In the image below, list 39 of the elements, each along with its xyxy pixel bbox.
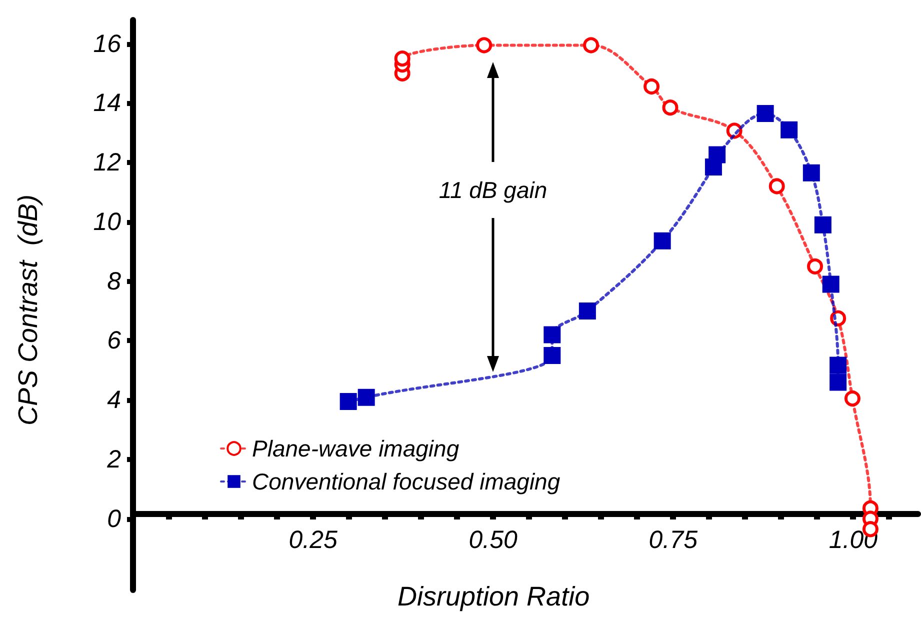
x-tick-label: 0.50	[468, 526, 518, 554]
point	[822, 276, 840, 293]
point	[768, 178, 785, 194]
point	[476, 37, 492, 54]
y-tick-label: 4	[107, 386, 121, 414]
y-tick-label: 2	[106, 445, 122, 474]
point	[654, 232, 671, 250]
y-tick-label: 10	[93, 208, 122, 236]
point	[756, 105, 774, 122]
y-tick-label: 16	[93, 30, 122, 58]
point	[578, 302, 596, 320]
point	[644, 78, 660, 94]
annotation: 11 dB gain	[438, 177, 548, 203]
y-axis-title: CPS Contrast (dB)	[13, 194, 43, 426]
y-tick-label: 8	[107, 267, 122, 296]
legend-label: Conventional focused imaging	[252, 468, 560, 494]
y-tick-label: 14	[93, 89, 121, 118]
point	[844, 390, 860, 407]
point	[807, 258, 824, 274]
x-axis-title: Disruption Ratio	[398, 582, 590, 612]
y-tick-label: 0	[107, 504, 122, 533]
x-tick-label: 0.75	[648, 526, 698, 554]
point	[708, 146, 726, 164]
point	[662, 100, 678, 116]
legend-label: Plane-wave imaging	[252, 436, 460, 462]
point	[583, 37, 600, 54]
point	[394, 50, 410, 67]
point	[544, 346, 561, 364]
x-tick-label: 0.25	[288, 526, 338, 554]
point	[830, 374, 847, 391]
point	[830, 356, 847, 374]
point	[544, 326, 561, 344]
point	[802, 164, 820, 182]
point	[780, 121, 798, 138]
point	[358, 388, 375, 406]
point	[340, 392, 357, 410]
point	[814, 216, 832, 234]
y-tick-label: 6	[107, 326, 122, 355]
y-tick-label: 12	[93, 148, 122, 176]
